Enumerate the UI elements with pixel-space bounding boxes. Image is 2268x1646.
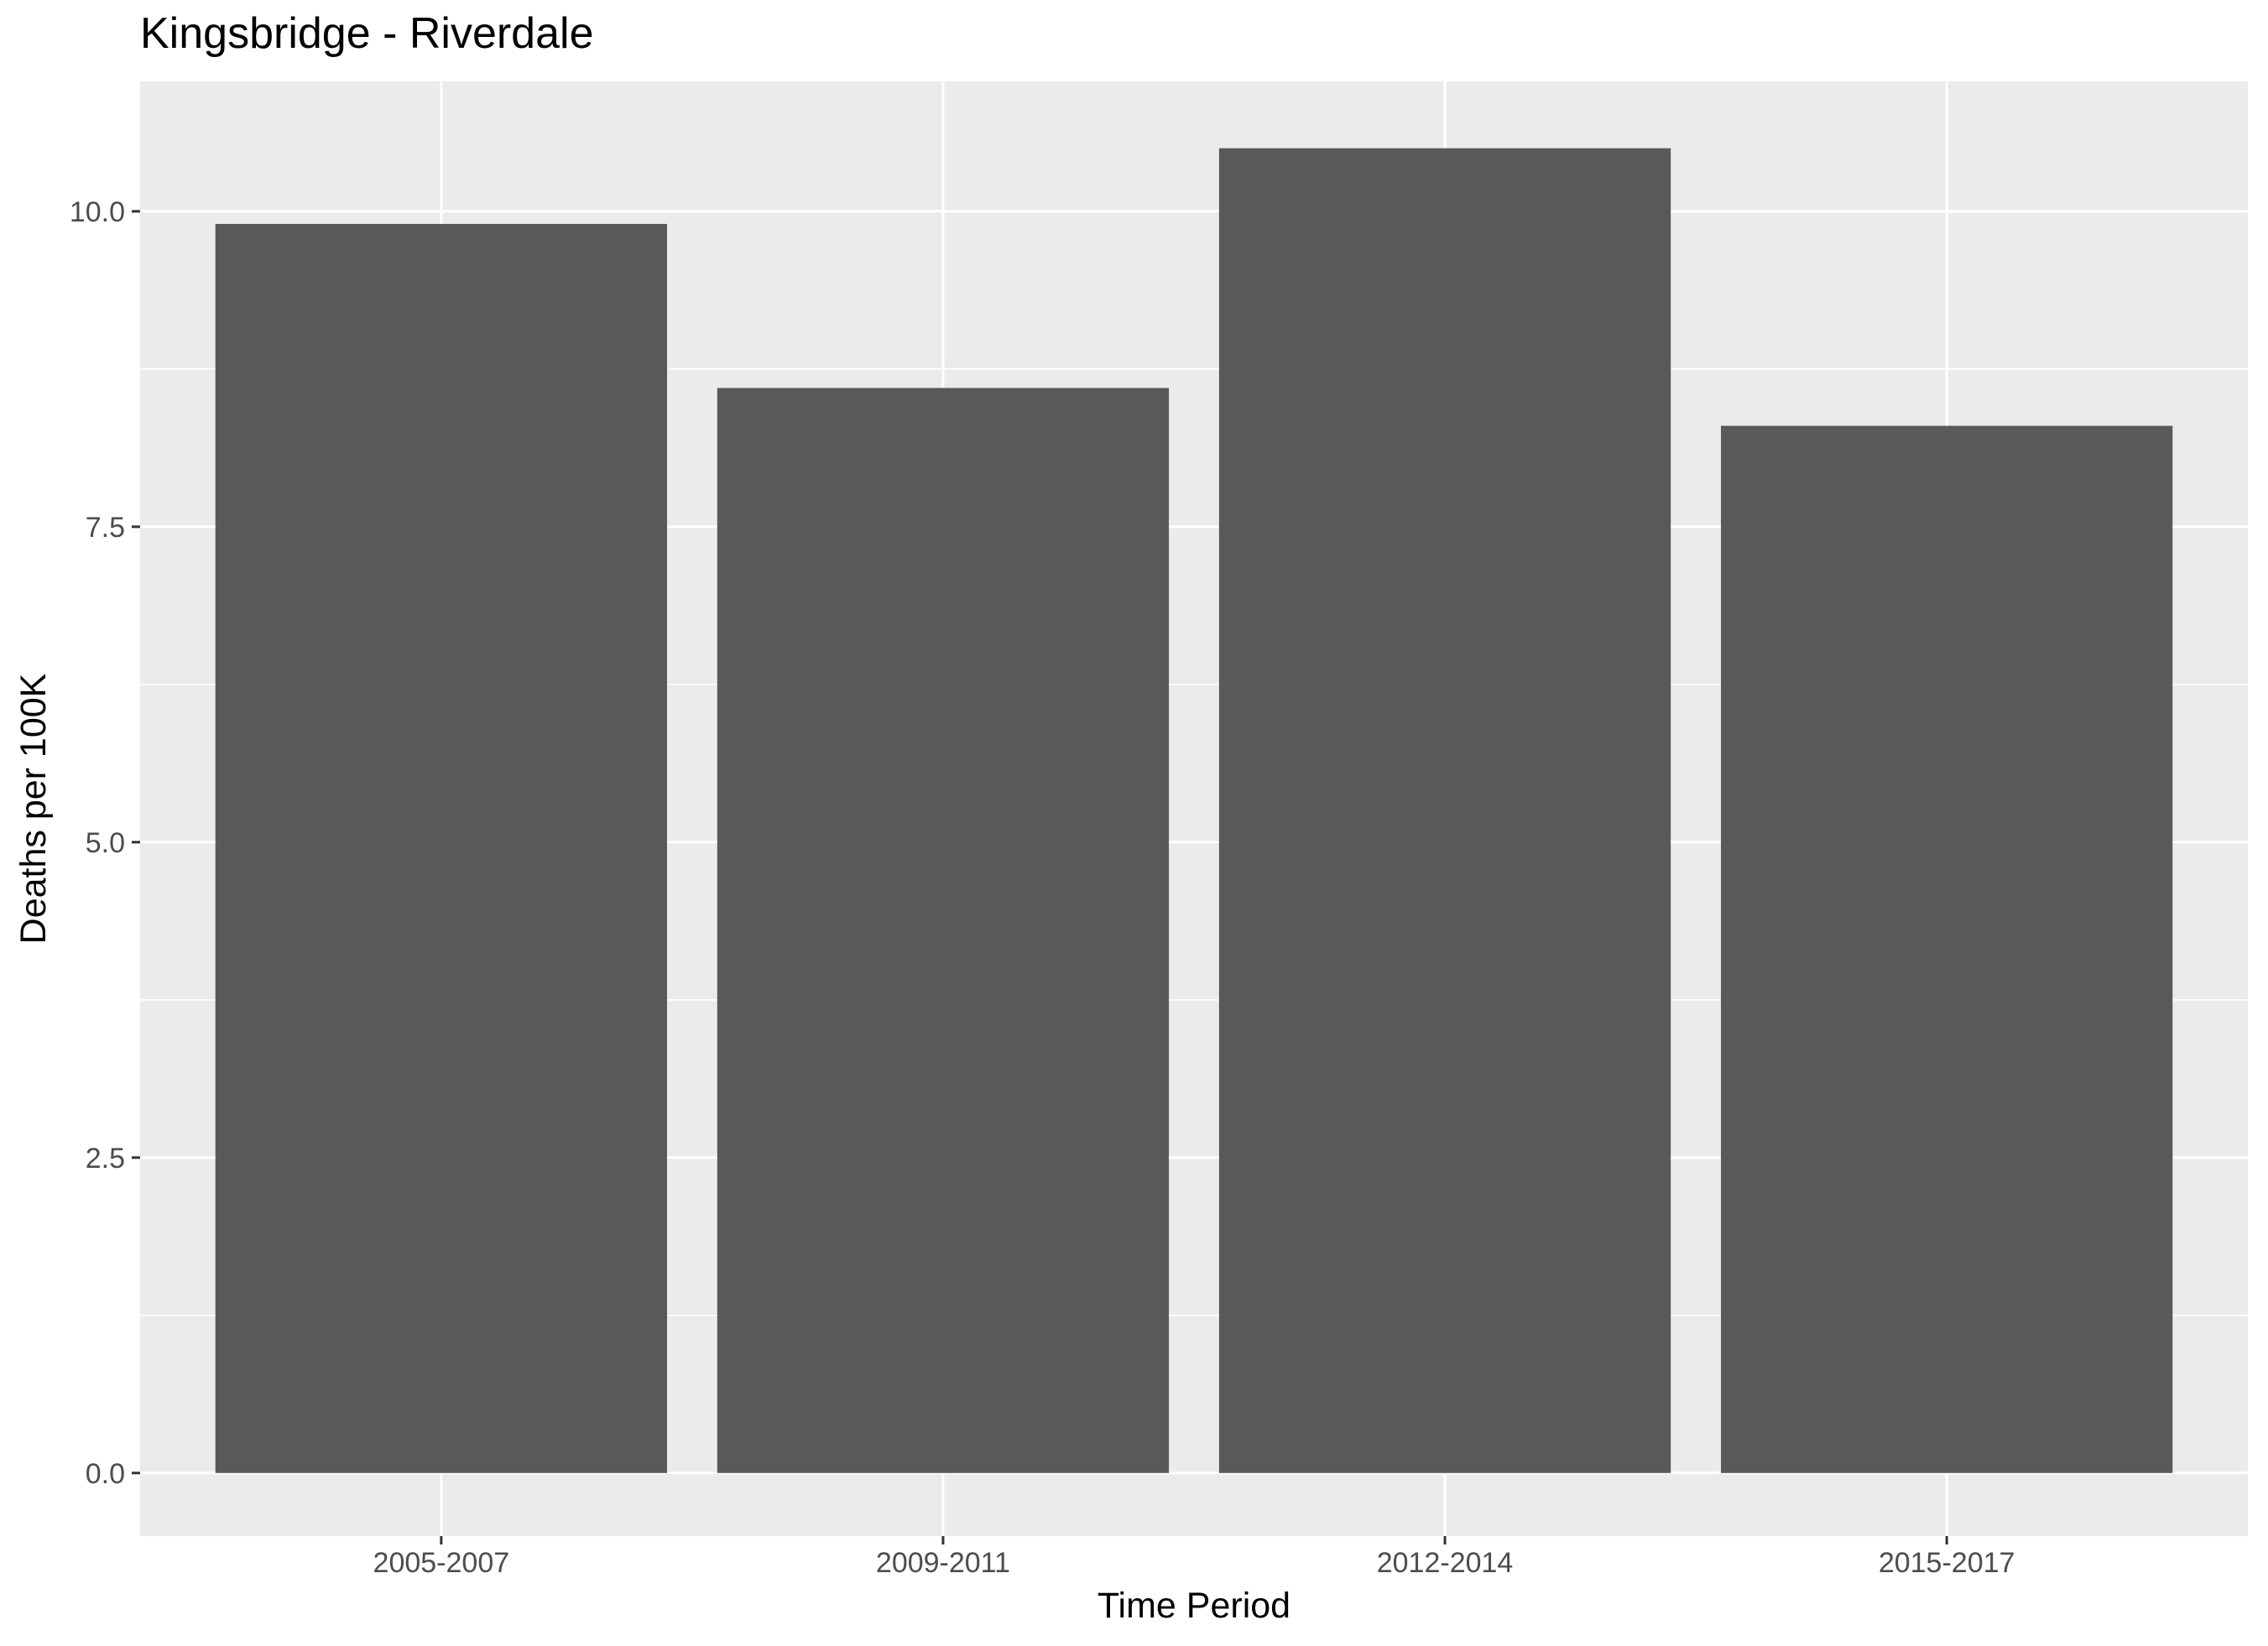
y-axis: 0.0 2.5 5.0 7.5 10.0 [70,196,140,1490]
chart-title: Kingsbridge - Riverdale [140,9,594,58]
y-tick-label: 0.0 [86,1458,125,1490]
y-tick-label: 5.0 [86,827,125,859]
bar [215,223,667,1473]
x-tick-label: 2012-2014 [1377,1547,1514,1579]
x-axis-title: Time Period [1098,1586,1290,1626]
y-tick-label: 10.0 [70,196,125,228]
y-tick-label: 7.5 [86,512,125,544]
x-tick-label: 2015-2017 [1879,1547,2015,1579]
bar [1218,148,1671,1473]
x-axis: 2005-2007 2009-2011 2012-2014 2015-2017 [373,1536,2015,1579]
bars [215,148,2173,1473]
x-tick-label: 2009-2011 [876,1547,1010,1579]
y-tick-label: 2.5 [86,1143,125,1175]
x-tick-label: 2005-2007 [373,1547,510,1579]
bar [1721,425,2173,1473]
y-axis-title: Deaths per 100K [13,673,54,944]
bar [717,388,1170,1473]
